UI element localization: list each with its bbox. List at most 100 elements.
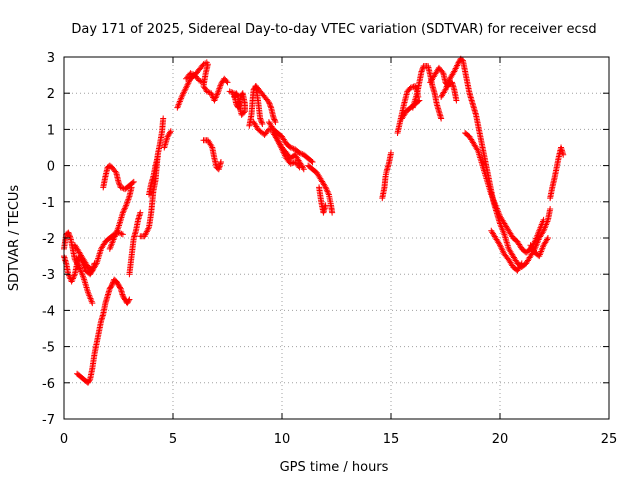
data-point [160,115,167,122]
grid-lines [64,57,609,419]
data-point [71,272,78,279]
data-point [126,296,133,303]
data-point [119,231,126,238]
y-tick-label: 3 [47,51,55,66]
data-point [223,78,230,85]
data-point [322,202,329,209]
data-point [419,67,426,74]
data-point [212,94,219,101]
data-point [297,150,304,157]
data-point [517,261,524,268]
data-point [474,146,481,153]
data-point [308,158,315,165]
data-point [116,181,123,188]
data-point [117,184,124,191]
data-point [540,216,547,223]
data-point [66,272,73,279]
data-point [125,297,132,304]
data-point [197,78,204,85]
y-tick-label: -6 [42,377,55,392]
data-point [116,180,123,187]
data-point [296,149,303,156]
data-point [264,127,271,134]
data-point [89,300,96,307]
x-tick-label: 10 [274,432,291,447]
data-point [121,206,128,213]
data-point [112,168,119,175]
data-point [66,232,73,239]
data-point [265,99,272,106]
data-point [200,79,207,86]
data-point [257,115,264,122]
data-point [441,88,448,95]
data-point [109,280,116,287]
data-point [266,100,273,107]
data-point [115,178,122,185]
y-tick-label: 2 [47,87,55,102]
data-points [61,55,567,386]
data-point [287,144,294,151]
data-point [270,113,277,120]
data-point [234,92,241,99]
data-point [267,101,274,108]
data-point [259,120,266,127]
data-point [205,88,212,95]
data-point [518,260,525,267]
data-point [271,117,278,124]
data-point [295,163,302,170]
x-tick-label: 15 [383,432,400,447]
data-point [235,93,242,100]
data-point [188,70,195,77]
x-tick-label: 5 [169,432,177,447]
axis-ticks [63,56,610,420]
data-point [213,93,220,100]
data-point [544,235,551,241]
data-point [547,206,554,213]
data-point [211,97,218,104]
data-point [258,118,265,125]
data-point [411,82,418,89]
data-point [418,68,425,75]
x-tick-label: 20 [492,432,509,447]
data-point [203,88,210,95]
y-tick-label: -5 [42,341,55,356]
y-tick-label: -4 [42,304,55,319]
data-point [119,209,126,216]
data-point [325,190,332,197]
data-point [235,99,242,106]
y-tick-label: -7 [42,413,55,428]
data-point [187,70,194,77]
data-point [91,260,98,267]
x-tick-label: 25 [601,432,618,447]
data-point [122,203,129,210]
data-point [69,275,76,282]
x-axis-label: GPS time / hours [280,460,389,475]
data-point [214,91,221,98]
data-point [388,149,394,156]
chart-title: Day 171 of 2025, Sidereal Day-to-day VTE… [71,22,596,37]
x-tick-label: 0 [60,432,68,447]
y-tick-label: -3 [42,268,55,283]
data-point [267,103,274,110]
data-point [68,278,75,285]
data-point [296,164,303,171]
x-tick-labels: 0 5 10 15 20 25 [60,432,617,447]
data-point [65,229,72,236]
data-point [226,88,233,95]
data-point [167,128,174,135]
data-point [224,79,231,86]
y-tick-labels: -7 -6 -5 -4 -3 -2 -1 0 1 2 3 [42,51,55,428]
data-point [270,115,277,122]
data-point [329,209,336,216]
data-point [130,178,137,185]
data-point [323,187,330,194]
data-point [108,283,115,290]
data-point [66,233,73,240]
data-point [208,90,215,97]
data-point [439,68,446,75]
data-point [212,95,219,102]
data-point [129,179,136,186]
data-point [118,230,125,237]
